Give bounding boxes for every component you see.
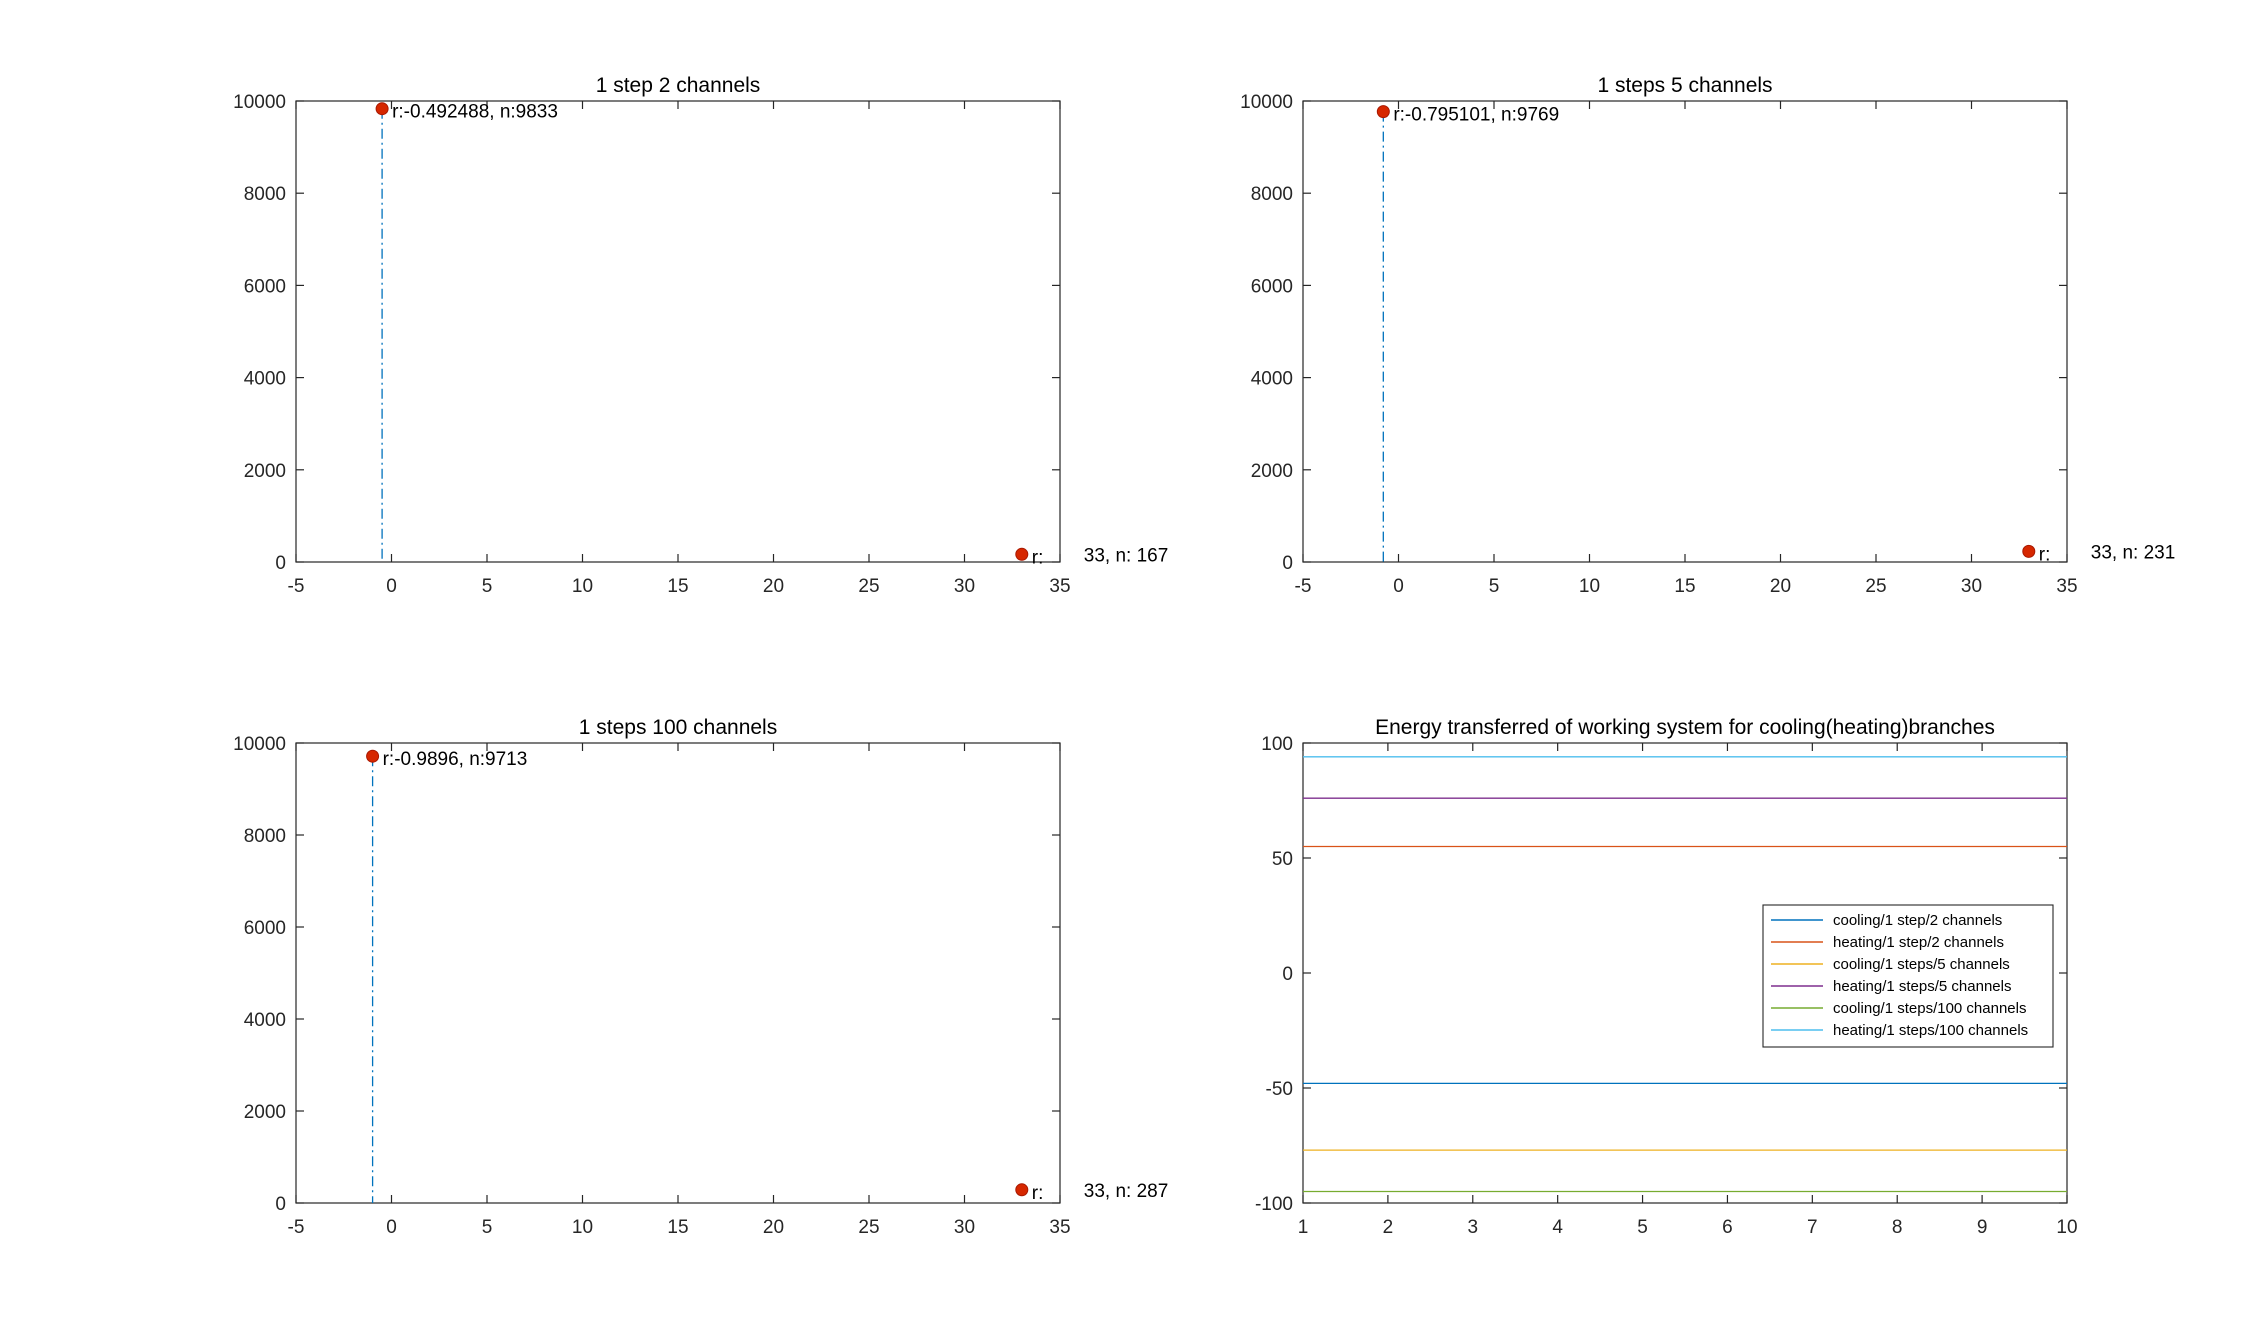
chart-p4: 1 2 3 4 5 6 7 8 9 10 -100 -50 0 50 100 Energy transferr… (1255, 716, 2078, 1238)
x-tick-label: 30 (1961, 576, 1982, 597)
y-tick-label: 0 (1282, 553, 1293, 574)
y-tick-label: 2000 (1251, 461, 1293, 482)
x-tick-label: 6 (1722, 1217, 1733, 1238)
data-point (366, 749, 380, 763)
x-tick-label: 10 (1579, 576, 1600, 597)
x-tick-label: 20 (763, 1217, 784, 1238)
point-label-value: 33, n: 287 (1084, 1181, 1169, 1202)
x-tick-label: 20 (1770, 576, 1791, 597)
y-tick-label: 6000 (1251, 276, 1293, 297)
data-point (2022, 544, 2036, 558)
y-tick-label: -100 (1255, 1194, 1293, 1215)
x-tick-label: 0 (386, 1217, 397, 1238)
x-tick-label: -5 (288, 576, 305, 597)
x-tick-label: 5 (1637, 1217, 1648, 1238)
axes-box (295, 100, 1061, 563)
x-tick-label: 3 (1467, 1217, 1478, 1238)
point-label: r:-0.795101, n:9769 (1393, 105, 1559, 126)
point-label: r:-0.492488, n:9833 (392, 102, 558, 123)
legend-entry: cooling/1 steps/5 channels (1833, 956, 2010, 973)
y-tick-label: 0 (1282, 964, 1293, 985)
y-tick-label: 4000 (244, 369, 286, 390)
x-tick-label: 7 (1807, 1217, 1818, 1238)
x-tick-label: 5 (482, 576, 493, 597)
x-tick-label: 5 (1489, 576, 1500, 597)
y-tick-label: 0 (275, 1194, 286, 1215)
point-label-value: 33, n: 231 (2091, 542, 2176, 563)
legend-entry: cooling/1 steps/100 channels (1833, 1000, 2026, 1017)
point-label: r: (1032, 547, 1044, 568)
chart-p1: -5 0 5 10 15 20 25 30 3502000400060008000100001 … (233, 74, 1168, 597)
x-tick-label: 20 (763, 576, 784, 597)
y-tick-label: 6000 (244, 276, 286, 297)
data-point (375, 102, 389, 116)
chart-title: 1 steps 5 channels (1597, 74, 1772, 97)
chart-title: Energy transferred of working system for… (1375, 716, 1995, 739)
y-tick-label: 8000 (244, 184, 286, 205)
legend-entry: cooling/1 step/2 channels (1833, 912, 2002, 929)
x-tick-label: 0 (386, 576, 397, 597)
x-tick-label: 9 (1977, 1217, 1988, 1238)
legend-entry: heating/1 step/2 channels (1833, 934, 2004, 951)
y-tick-label: 8000 (244, 826, 286, 847)
x-tick-label: 35 (2056, 576, 2077, 597)
y-tick-label: 10000 (1240, 92, 1293, 113)
y-tick-label: -50 (1266, 1079, 1293, 1100)
legend-entry: heating/1 steps/100 channels (1833, 1022, 2028, 1039)
y-tick-label: 10000 (233, 734, 286, 755)
point-label-value: 33, n: 167 (1084, 545, 1169, 566)
x-tick-label: -5 (1295, 576, 1312, 597)
y-tick-label: 100 (1261, 734, 1293, 755)
point-label: r:-0.9896, n:9713 (383, 749, 528, 770)
x-tick-label: 4 (1552, 1217, 1563, 1238)
y-tick-label: 50 (1272, 849, 1293, 870)
x-tick-label: 8 (1892, 1217, 1903, 1238)
x-tick-label: 25 (1865, 576, 1886, 597)
y-tick-label: 2000 (244, 1102, 286, 1123)
y-tick-label: 6000 (244, 918, 286, 939)
x-tick-label: 5 (482, 1217, 493, 1238)
chart-p3: -5 0 5 10 15 20 25 30 3502000400060008000100001 … (233, 716, 1168, 1238)
chart-title: 1 steps 100 channels (579, 716, 777, 739)
legend-entry: heating/1 steps/5 channels (1833, 978, 2011, 995)
x-tick-label: -5 (288, 1217, 305, 1238)
x-tick-label: 15 (1674, 576, 1695, 597)
legend: cooling/1 step/2 channels heating/1 step/… (1762, 904, 2054, 1048)
y-tick-label: 4000 (1251, 369, 1293, 390)
x-tick-label: 15 (667, 1217, 688, 1238)
chart-p2: -5 0 5 10 15 20 25 30 3502000400060008000100001 … (1240, 74, 2175, 597)
x-tick-label: 10 (572, 1217, 593, 1238)
x-tick-label: 30 (954, 576, 975, 597)
legend-box (1762, 904, 2054, 1048)
y-tick-label: 10000 (233, 92, 286, 113)
x-tick-label: 35 (1049, 1217, 1070, 1238)
point-label: r: (2039, 544, 2051, 565)
x-tick-label: 2 (1383, 1217, 1394, 1238)
x-tick-label: 30 (954, 1217, 975, 1238)
point-label: r: (1032, 1183, 1044, 1204)
y-tick-label: 8000 (1251, 184, 1293, 205)
y-tick-label: 0 (275, 553, 286, 574)
x-tick-label: 15 (667, 576, 688, 597)
data-point (1015, 547, 1029, 561)
axes-box (295, 742, 1061, 1204)
y-tick-label: 4000 (244, 1010, 286, 1031)
axes-box (1302, 100, 2068, 563)
y-tick-label: 2000 (244, 461, 286, 482)
x-tick-label: 25 (858, 576, 879, 597)
x-tick-label: 0 (1393, 576, 1404, 597)
x-tick-label: 1 (1298, 1217, 1309, 1238)
data-point (1015, 1183, 1029, 1197)
x-tick-label: 10 (2056, 1217, 2077, 1238)
x-tick-label: 10 (572, 576, 593, 597)
data-point (1376, 105, 1390, 119)
x-tick-label: 25 (858, 1217, 879, 1238)
chart-title: 1 step 2 channels (596, 74, 761, 97)
x-tick-label: 35 (1049, 576, 1070, 597)
